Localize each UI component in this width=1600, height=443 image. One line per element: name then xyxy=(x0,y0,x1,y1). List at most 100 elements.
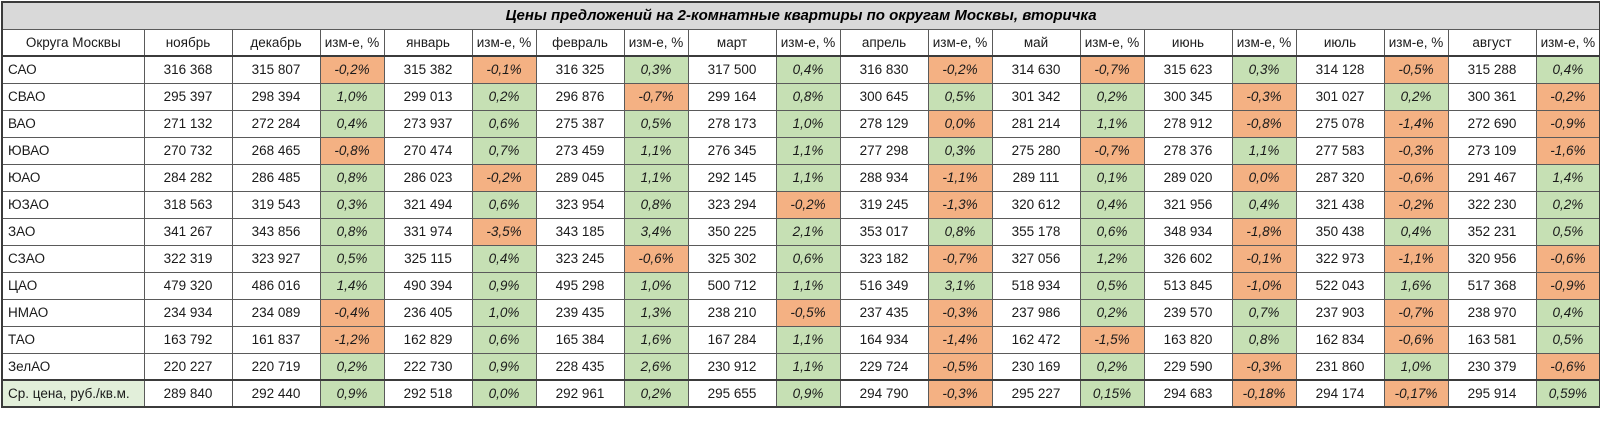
column-header-change[interactable]: изм-е, % xyxy=(775,28,841,57)
price-cell[interactable]: 234 089 xyxy=(231,298,321,327)
change-cell[interactable]: 0,3% xyxy=(1231,55,1297,84)
price-cell[interactable]: 301 027 xyxy=(1295,82,1385,111)
change-cell[interactable]: 0,0% xyxy=(471,379,537,408)
change-cell[interactable]: -0,7% xyxy=(623,82,689,111)
price-cell[interactable]: 229 590 xyxy=(1143,352,1233,381)
price-cell[interactable]: 315 288 xyxy=(1447,55,1537,84)
price-cell[interactable]: 289 020 xyxy=(1143,163,1233,192)
column-header-change[interactable]: изм-е, % xyxy=(623,28,689,57)
price-cell[interactable]: 325 302 xyxy=(687,244,777,273)
change-cell[interactable]: 0,8% xyxy=(319,217,385,246)
price-cell[interactable]: 294 790 xyxy=(839,379,929,408)
column-header-change[interactable]: изм-е, % xyxy=(1231,28,1297,57)
price-cell[interactable]: 161 837 xyxy=(231,325,321,354)
price-cell[interactable]: 323 927 xyxy=(231,244,321,273)
change-cell[interactable]: 1,1% xyxy=(623,163,689,192)
price-cell[interactable]: 315 623 xyxy=(1143,55,1233,84)
change-cell[interactable]: 0,5% xyxy=(1079,271,1145,300)
price-cell[interactable]: 289 045 xyxy=(535,163,625,192)
district-label[interactable]: ВАО xyxy=(1,109,145,138)
price-cell[interactable]: 352 231 xyxy=(1447,217,1537,246)
price-cell[interactable]: 271 132 xyxy=(143,109,233,138)
change-cell[interactable]: 3,1% xyxy=(927,271,993,300)
change-cell[interactable]: 0,5% xyxy=(623,109,689,138)
price-cell[interactable]: 288 934 xyxy=(839,163,929,192)
price-cell[interactable]: 486 016 xyxy=(231,271,321,300)
change-cell[interactable]: 0,2% xyxy=(1079,298,1145,327)
price-cell[interactable]: 278 376 xyxy=(1143,136,1233,165)
district-label[interactable]: СЗАО xyxy=(1,244,145,273)
price-cell[interactable]: 292 518 xyxy=(383,379,473,408)
change-cell[interactable]: 0,5% xyxy=(319,244,385,273)
price-cell[interactable]: 165 384 xyxy=(535,325,625,354)
price-cell[interactable]: 322 973 xyxy=(1295,244,1385,273)
table-title[interactable]: Цены предложений на 2-комнатные квартиры… xyxy=(1,1,1600,30)
change-cell[interactable]: 0,8% xyxy=(775,82,841,111)
price-cell[interactable]: 230 912 xyxy=(687,352,777,381)
column-header-month[interactable]: август xyxy=(1447,28,1537,57)
price-cell[interactable]: 322 230 xyxy=(1447,190,1537,219)
price-cell[interactable]: 300 361 xyxy=(1447,82,1537,111)
change-cell[interactable]: -0,3% xyxy=(1231,82,1297,111)
change-cell[interactable]: 1,1% xyxy=(775,271,841,300)
price-cell[interactable]: 162 834 xyxy=(1295,325,1385,354)
price-cell[interactable]: 513 845 xyxy=(1143,271,1233,300)
price-cell[interactable]: 234 934 xyxy=(143,298,233,327)
price-cell[interactable]: 270 474 xyxy=(383,136,473,165)
change-cell[interactable]: -0,17% xyxy=(1383,379,1449,408)
change-cell[interactable]: 3,4% xyxy=(623,217,689,246)
change-cell[interactable]: -1,5% xyxy=(1079,325,1145,354)
change-cell[interactable]: -0,2% xyxy=(1535,82,1600,111)
change-cell[interactable]: 1,4% xyxy=(1535,163,1600,192)
price-cell[interactable]: 300 345 xyxy=(1143,82,1233,111)
price-cell[interactable]: 276 345 xyxy=(687,136,777,165)
price-cell[interactable]: 316 325 xyxy=(535,55,625,84)
price-cell[interactable]: 518 934 xyxy=(991,271,1081,300)
price-cell[interactable]: 164 934 xyxy=(839,325,929,354)
price-cell[interactable]: 323 245 xyxy=(535,244,625,273)
price-cell[interactable]: 237 903 xyxy=(1295,298,1385,327)
change-cell[interactable]: -1,1% xyxy=(1383,244,1449,273)
price-cell[interactable]: 353 017 xyxy=(839,217,929,246)
price-cell[interactable]: 316 368 xyxy=(143,55,233,84)
change-cell[interactable]: -0,4% xyxy=(319,298,385,327)
price-cell[interactable]: 350 438 xyxy=(1295,217,1385,246)
column-header-month[interactable]: июнь xyxy=(1143,28,1233,57)
change-cell[interactable]: 0,6% xyxy=(471,109,537,138)
district-label[interactable]: САО xyxy=(1,55,145,84)
price-cell[interactable]: 331 974 xyxy=(383,217,473,246)
price-cell[interactable]: 163 820 xyxy=(1143,325,1233,354)
price-cell[interactable]: 278 912 xyxy=(1143,109,1233,138)
price-cell[interactable]: 270 732 xyxy=(143,136,233,165)
change-cell[interactable]: 0,2% xyxy=(1383,82,1449,111)
price-cell[interactable]: 321 956 xyxy=(1143,190,1233,219)
price-cell[interactable]: 286 485 xyxy=(231,163,321,192)
price-cell[interactable]: 314 630 xyxy=(991,55,1081,84)
change-cell[interactable]: 0,2% xyxy=(1079,352,1145,381)
change-cell[interactable]: 2,6% xyxy=(623,352,689,381)
change-cell[interactable]: -0,2% xyxy=(319,55,385,84)
average-row-label[interactable]: Ср. цена, руб./кв.м. xyxy=(1,379,145,408)
price-cell[interactable]: 301 342 xyxy=(991,82,1081,111)
change-cell[interactable]: 0,9% xyxy=(471,271,537,300)
price-cell[interactable]: 289 111 xyxy=(991,163,1081,192)
price-cell[interactable]: 167 284 xyxy=(687,325,777,354)
price-cell[interactable]: 323 954 xyxy=(535,190,625,219)
change-cell[interactable]: 1,1% xyxy=(775,352,841,381)
price-cell[interactable]: 287 320 xyxy=(1295,163,1385,192)
change-cell[interactable]: -1,6% xyxy=(1535,136,1600,165)
price-cell[interactable]: 292 145 xyxy=(687,163,777,192)
price-cell[interactable]: 319 543 xyxy=(231,190,321,219)
price-cell[interactable]: 275 280 xyxy=(991,136,1081,165)
price-cell[interactable]: 238 210 xyxy=(687,298,777,327)
price-cell[interactable]: 163 581 xyxy=(1447,325,1537,354)
price-cell[interactable]: 230 379 xyxy=(1447,352,1537,381)
change-cell[interactable]: 0,4% xyxy=(775,55,841,84)
change-cell[interactable]: 0,5% xyxy=(927,82,993,111)
price-cell[interactable]: 343 185 xyxy=(535,217,625,246)
change-cell[interactable]: 1,6% xyxy=(1383,271,1449,300)
change-cell[interactable]: -0,9% xyxy=(1535,271,1600,300)
change-cell[interactable]: -0,2% xyxy=(775,190,841,219)
change-cell[interactable]: 0,6% xyxy=(775,244,841,273)
change-cell[interactable]: 1,0% xyxy=(1383,352,1449,381)
